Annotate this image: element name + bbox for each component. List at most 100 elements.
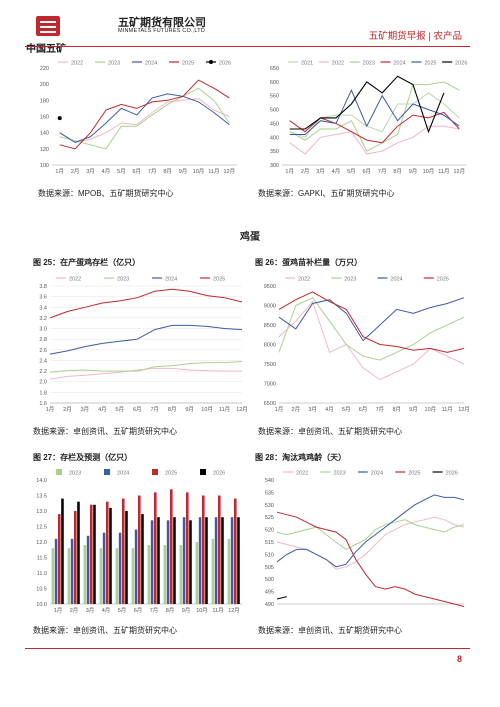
legend-label: 2022 (332, 61, 344, 67)
x-tick-label: 1月 (55, 168, 64, 175)
y-tick-label: 160 (40, 115, 49, 121)
y-tick-label: 2.2 (39, 369, 47, 375)
x-tick-label: 5月 (342, 406, 351, 413)
y-tick-label: 7500 (264, 362, 276, 368)
y-tick-label: 9500 (264, 284, 276, 290)
x-tick-label: 1月 (285, 168, 294, 175)
y-tick-label: 12.5 (36, 525, 47, 531)
bar (61, 498, 64, 604)
x-tick-label: 1月 (54, 607, 63, 614)
y-tick-label: 140 (40, 131, 49, 137)
legend-swatch (152, 469, 158, 475)
header-divider (25, 46, 470, 47)
x-tick-label: 11月 (438, 168, 449, 175)
bar (147, 545, 151, 604)
legend-label: 2025 (408, 471, 420, 477)
footer-divider (25, 648, 470, 649)
legend-label: 2026 (446, 471, 458, 477)
series-line (49, 288, 243, 319)
x-tick-label: 2月 (70, 607, 79, 614)
legend-label: 2025 (437, 277, 449, 283)
bar (134, 529, 138, 604)
x-tick-label: 6月 (133, 168, 142, 175)
y-tick-label: 12.0 (36, 540, 47, 546)
bar (221, 517, 224, 604)
series-line (278, 297, 465, 361)
y-tick-label: 10.0 (36, 602, 47, 608)
y-tick-label: 515 (265, 540, 274, 546)
y-tick-label: 1.6 (39, 401, 47, 407)
x-tick-label: 9月 (409, 406, 418, 413)
bar (211, 538, 215, 604)
series-line (289, 92, 460, 138)
legend-label: 2024 (371, 471, 383, 477)
bar (186, 492, 189, 604)
y-tick-label: 180 (40, 98, 49, 104)
legend-label: 2024 (165, 277, 177, 283)
chart-title-c5: 图 27：存栏及预测（亿只） (33, 453, 133, 462)
x-tick-label: 10月 (201, 406, 213, 413)
x-tick-label: 12月 (458, 406, 470, 413)
company-logo (36, 16, 60, 36)
x-tick-label: 3月 (86, 607, 95, 614)
chart-layer-inventory: 2022 2023 2024 2025 1.6 1.8 2.0 2.2 2.4 2.6 2.8 3.0… (39, 277, 248, 414)
x-tick-label: 10月 (196, 607, 208, 614)
bar (195, 542, 199, 604)
series-line (289, 75, 445, 134)
x-tick-label: 3月 (308, 406, 317, 413)
y-tick-label: 2.0 (39, 380, 47, 386)
legend-label: 2023 (69, 471, 81, 477)
bar (189, 520, 192, 604)
bar (214, 517, 218, 604)
y-tick-label: 3.2 (39, 316, 47, 322)
legend-label: 2024 (391, 277, 403, 283)
bar (141, 514, 144, 604)
x-tick-label: 6月 (359, 406, 368, 413)
bar (118, 532, 122, 604)
bar (150, 520, 154, 604)
x-tick-label: 8月 (392, 406, 401, 413)
legend-label: 2023 (108, 61, 120, 67)
bar (230, 517, 234, 604)
series-point (57, 116, 62, 121)
series-line (59, 79, 230, 150)
bar (157, 517, 160, 604)
x-tick-label: 11月 (219, 406, 230, 413)
x-tick-label: 1月 (46, 406, 55, 413)
x-tick-label: 12月 (236, 406, 248, 413)
legend-label: 2023 (344, 277, 356, 283)
x-tick-label: 6月 (134, 607, 143, 614)
legend-label: 2022 (71, 61, 83, 67)
company-name-en: MINMETALS FUTURES CO.,LTD (118, 28, 205, 34)
x-tick-label: 3月 (316, 168, 325, 175)
y-tick-label: 500 (270, 108, 279, 114)
y-tick-label: 2.6 (39, 348, 47, 354)
y-tick-label: 525 (265, 515, 274, 521)
x-tick-label: 4月 (102, 168, 111, 175)
bar (99, 548, 103, 604)
y-tick-label: 495 (265, 590, 274, 596)
y-tick-label: 505 (265, 565, 274, 571)
y-tick-label: 2.8 (39, 337, 47, 343)
bar (138, 495, 141, 604)
source-c6: 数据来源：卓创资讯、五矿期货研究中心 (258, 626, 402, 635)
legend-label: 2025 (182, 61, 194, 67)
y-tick-label: 550 (270, 94, 279, 100)
x-tick-label: 1月 (275, 406, 284, 413)
y-tick-label: 400 (270, 135, 279, 141)
series-line (289, 125, 460, 155)
bar (202, 495, 205, 604)
series-line (276, 596, 287, 600)
series-line (278, 291, 465, 353)
x-tick-label: 9月 (179, 168, 188, 175)
legend-label: 2022 (69, 277, 81, 283)
bar (198, 517, 202, 604)
chart-title-c4: 图 26：蛋鸡苗补栏量（万只） (255, 258, 363, 267)
chart-culled-hen-age: 2022 2023 2024 2025 2026 490 495 500 505 510 515 52… (265, 471, 465, 608)
bar (154, 492, 157, 604)
series-line (59, 98, 230, 143)
x-tick-label: 8月 (168, 406, 177, 413)
page-number: 8 (456, 654, 462, 664)
series-line (276, 516, 465, 570)
series-line (276, 494, 465, 568)
